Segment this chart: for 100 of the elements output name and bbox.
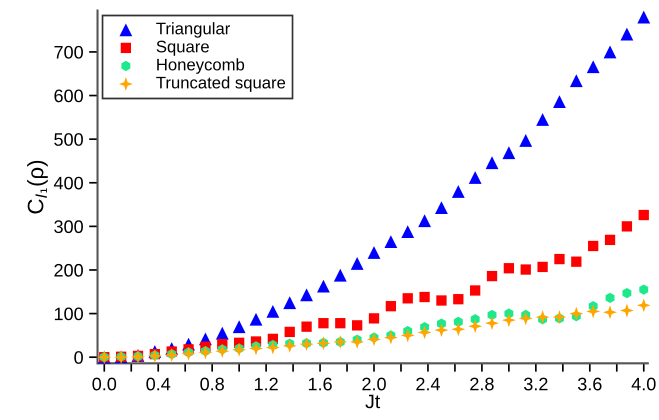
point <box>604 234 616 246</box>
point <box>418 214 431 228</box>
y-tick-label: 200 <box>54 264 83 277</box>
point <box>588 240 598 252</box>
legend-label: Triangular <box>156 22 230 38</box>
point <box>232 320 246 334</box>
x-tick-label: 0.8 <box>200 378 224 390</box>
point <box>620 304 634 318</box>
point <box>470 285 480 296</box>
point <box>638 210 649 220</box>
point <box>335 318 346 328</box>
point <box>603 305 617 320</box>
y-tick-label: 100 <box>54 308 83 320</box>
y-tick-label: 600 <box>54 89 83 102</box>
point <box>300 337 314 352</box>
point <box>401 225 414 238</box>
point <box>316 336 330 350</box>
y-tick-label: 500 <box>54 133 83 146</box>
point <box>434 323 448 338</box>
point <box>451 322 466 336</box>
point <box>586 60 600 74</box>
x-tick-label: 2.8 <box>470 378 494 390</box>
y-tick-label: 300 <box>54 220 83 234</box>
point <box>488 310 496 320</box>
point <box>317 280 330 293</box>
point <box>552 310 566 324</box>
point <box>502 146 516 160</box>
x-tick-label: 2.4 <box>416 378 440 390</box>
point <box>518 311 533 326</box>
point <box>436 295 447 306</box>
point <box>350 334 364 349</box>
point <box>536 113 549 126</box>
point <box>164 348 179 362</box>
x-tick-label: 0.4 <box>146 378 170 390</box>
point <box>182 346 196 361</box>
point <box>622 288 632 298</box>
point <box>520 264 531 275</box>
point <box>419 292 430 302</box>
point <box>333 334 348 349</box>
y-tick-label: 700 <box>54 46 83 59</box>
point <box>468 171 482 184</box>
x-tick-label: 1.2 <box>254 378 278 390</box>
point <box>368 313 380 324</box>
point <box>504 263 514 274</box>
point <box>400 328 415 342</box>
point <box>570 74 583 88</box>
point <box>454 316 463 328</box>
point <box>571 256 582 267</box>
point <box>283 296 296 310</box>
point <box>468 319 482 334</box>
legend-label: Truncated square <box>156 76 286 92</box>
point <box>350 257 364 270</box>
y-tick-label: 0 <box>74 351 83 364</box>
x-tick-label: 2.0 <box>362 378 386 390</box>
point <box>148 348 162 363</box>
y-axis-title: C$_{I₁}$(ρ) <box>27 160 48 214</box>
x-tick-label: 3.2 <box>524 378 548 390</box>
point <box>606 292 614 304</box>
legend-label: Square <box>156 40 209 56</box>
y-tick-label: 400 <box>54 176 83 190</box>
point <box>452 185 465 198</box>
point <box>604 46 616 58</box>
point <box>334 268 347 282</box>
point <box>636 298 651 312</box>
point <box>486 270 498 282</box>
point <box>639 284 648 295</box>
point <box>284 326 295 338</box>
point <box>453 294 464 304</box>
point <box>266 305 280 318</box>
point <box>282 338 297 353</box>
point <box>435 201 448 214</box>
point <box>637 10 650 24</box>
point <box>553 95 566 108</box>
point <box>536 310 550 324</box>
point <box>569 306 584 321</box>
point <box>586 304 600 318</box>
point <box>554 254 565 264</box>
point <box>386 301 396 312</box>
point <box>266 340 280 355</box>
point <box>216 326 229 340</box>
x-tick-label: 3.6 <box>578 378 602 390</box>
point <box>519 134 532 147</box>
x-tick-label: 4.0 <box>632 378 656 390</box>
point <box>368 246 380 259</box>
point <box>352 320 362 331</box>
point <box>250 312 262 326</box>
point <box>384 235 398 248</box>
x-axis-title: Jt <box>365 394 380 408</box>
point <box>486 156 498 170</box>
x-tick-label: 1.6 <box>308 378 332 390</box>
legend-label: Honeycomb <box>157 58 244 74</box>
point <box>300 288 313 302</box>
point <box>198 345 212 360</box>
point <box>418 325 432 340</box>
point <box>384 330 398 345</box>
point <box>620 28 634 40</box>
x-tick-label: 0.0 <box>92 378 116 390</box>
point <box>537 262 548 272</box>
point <box>301 322 312 332</box>
point <box>318 318 329 328</box>
